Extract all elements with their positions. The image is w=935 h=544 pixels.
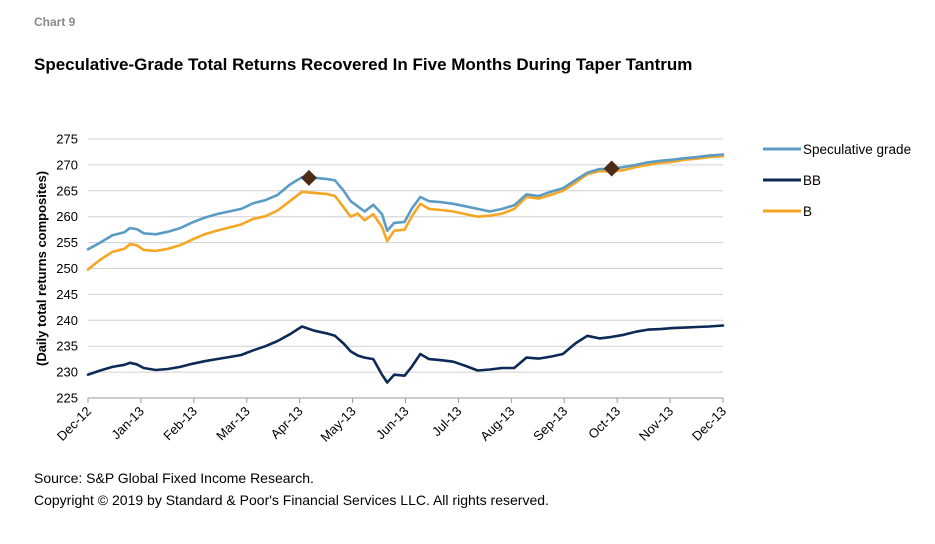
x-tick-label: Oct-13 (585, 404, 623, 442)
y-tick-label: 235 (56, 339, 78, 354)
y-tick-label: 255 (56, 235, 78, 250)
legend-label: B (803, 204, 812, 219)
y-tick-label: 250 (56, 261, 78, 276)
peak-marker (300, 169, 317, 186)
chart-number-label: Chart 9 (34, 15, 76, 29)
y-axis-ticks: 225 230 235 240 245 250 255 260 265 270 275 (56, 132, 78, 406)
y-tick-label: 265 (56, 183, 78, 198)
chart-title: Speculative-Grade Total Returns Recovere… (34, 55, 693, 74)
x-tick-label: Sep-13 (530, 404, 570, 444)
y-tick-label: 270 (56, 157, 78, 172)
y-tick-label: 225 (56, 391, 78, 406)
y-tick-label: 245 (56, 287, 78, 302)
x-tick-label: May-13 (317, 404, 358, 445)
copyright-note: Copyright © 2019 by Standard & Poor's Fi… (34, 492, 549, 508)
x-tick-label: Apr-13 (268, 404, 306, 442)
gridlines (88, 138, 723, 373)
x-tick-label: Jan-13 (108, 404, 147, 443)
y-tick-label: 275 (56, 132, 78, 147)
legend-label: BB (803, 173, 821, 188)
y-tick-label: 260 (56, 209, 78, 224)
x-tick-label: Dec-13 (689, 404, 729, 444)
x-axis-ticks: Dec-12 Jan-13 Feb-13 Mar-13 Apr-13 May-13 Jun-… (54, 398, 729, 445)
series-line-speculative-grade (86, 153, 725, 251)
series-lines (86, 153, 725, 384)
peak-marker (603, 160, 620, 177)
x-tick-label: Jul-13 (429, 404, 465, 440)
source-note: Source: S&P Global Fixed Income Research… (34, 470, 314, 486)
series-line-b (86, 154, 725, 271)
x-tick-label: Dec-12 (54, 404, 94, 444)
x-tick-label: Aug-13 (477, 404, 517, 444)
y-tick-label: 240 (56, 313, 78, 328)
series-line-bb (86, 324, 725, 384)
x-tick-label: Jun-13 (373, 404, 412, 443)
legend-label: Speculative grade (803, 142, 911, 157)
peak-markers (300, 160, 620, 186)
x-tick-label: Feb-13 (160, 404, 200, 444)
y-axis-label: (Daily total returns composites) (34, 171, 49, 366)
x-tick-label: Mar-13 (213, 404, 253, 444)
y-tick-label: 230 (56, 365, 78, 380)
x-tick-label: Nov-13 (636, 404, 676, 444)
